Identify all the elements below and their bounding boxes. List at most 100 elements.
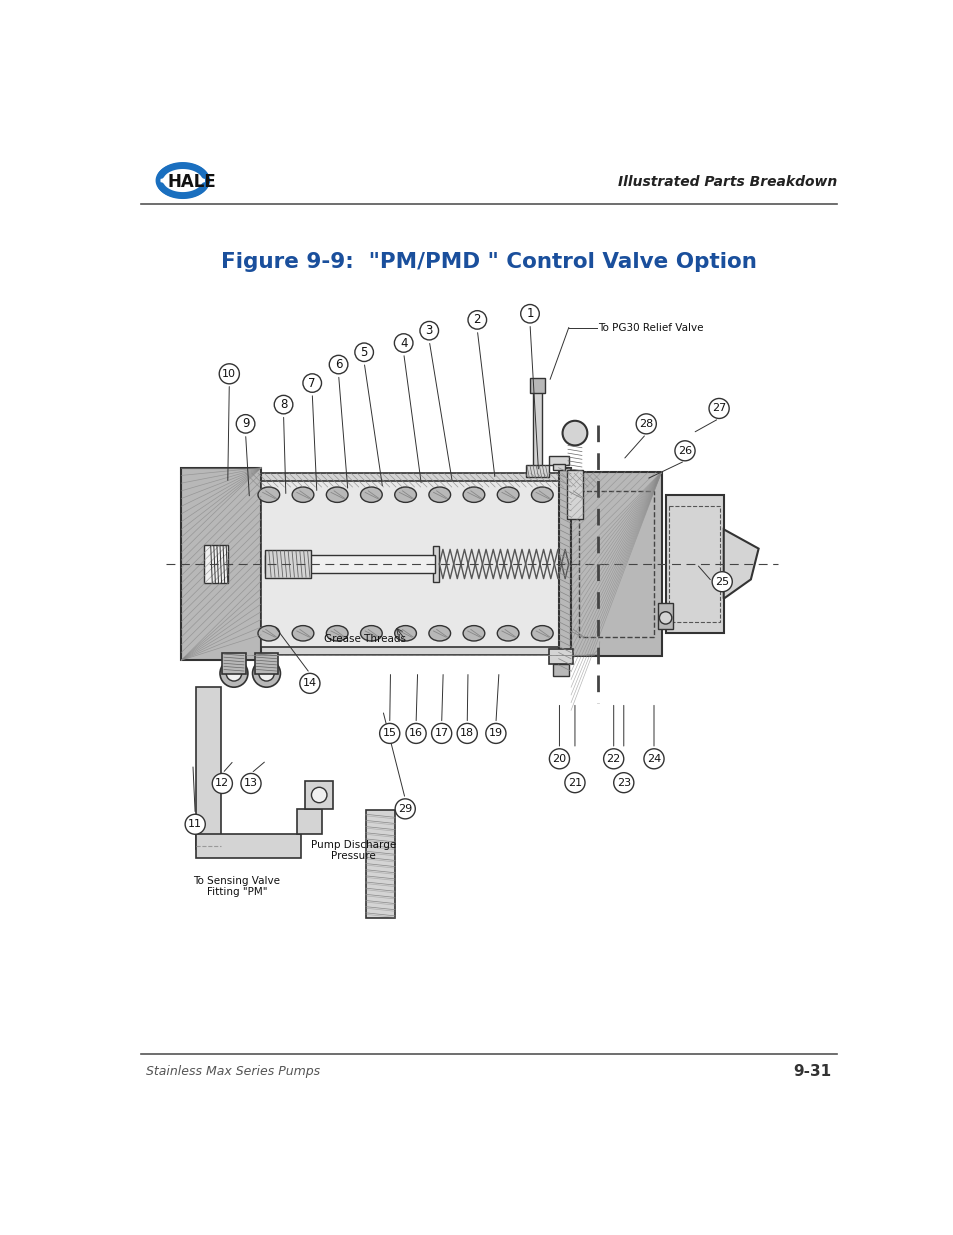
Ellipse shape	[565, 487, 587, 503]
Circle shape	[603, 748, 623, 769]
Text: 12: 12	[215, 778, 229, 788]
Text: 10: 10	[222, 369, 236, 379]
Text: 9-31: 9-31	[793, 1063, 831, 1079]
Bar	[553, 664, 568, 676]
Bar	[553, 464, 564, 471]
Text: 23: 23	[616, 778, 630, 788]
Circle shape	[549, 748, 569, 769]
Ellipse shape	[292, 487, 314, 503]
Circle shape	[394, 333, 413, 352]
Text: 24: 24	[646, 753, 660, 763]
Circle shape	[395, 799, 415, 819]
Ellipse shape	[429, 487, 450, 503]
Circle shape	[485, 724, 505, 743]
Text: Stainless Max Series Pumps: Stainless Max Series Pumps	[146, 1065, 320, 1078]
Text: 11: 11	[188, 819, 202, 829]
Circle shape	[274, 395, 293, 414]
Bar	[530, 378, 545, 393]
Text: 9: 9	[241, 417, 249, 430]
Bar	[195, 834, 300, 858]
Text: 5: 5	[360, 346, 368, 358]
Ellipse shape	[257, 626, 279, 641]
Text: 22: 22	[606, 753, 620, 763]
Ellipse shape	[326, 487, 348, 503]
Bar	[433, 546, 439, 583]
Circle shape	[226, 666, 241, 680]
Ellipse shape	[462, 487, 484, 503]
Bar	[549, 456, 568, 466]
Circle shape	[219, 364, 239, 384]
Bar	[365, 810, 395, 918]
Bar	[549, 648, 572, 664]
Ellipse shape	[531, 626, 553, 641]
Text: 1: 1	[526, 308, 533, 320]
Circle shape	[456, 724, 476, 743]
Circle shape	[659, 611, 671, 624]
Circle shape	[212, 773, 233, 793]
Circle shape	[708, 399, 728, 419]
Text: HALE: HALE	[168, 173, 216, 191]
Ellipse shape	[497, 626, 518, 641]
Bar	[669, 506, 720, 621]
Bar	[665, 495, 723, 634]
Bar	[567, 471, 582, 520]
Circle shape	[674, 441, 695, 461]
Circle shape	[303, 374, 321, 393]
Text: 25: 25	[715, 577, 728, 587]
Text: 14: 14	[302, 678, 316, 688]
Text: 17: 17	[435, 729, 448, 739]
Circle shape	[636, 414, 656, 433]
Circle shape	[253, 659, 280, 687]
Text: 4: 4	[399, 336, 407, 350]
Text: 29: 29	[397, 804, 412, 814]
Ellipse shape	[565, 626, 587, 641]
Text: 6: 6	[335, 358, 342, 370]
Bar	[245, 473, 599, 487]
Bar	[533, 379, 542, 473]
Ellipse shape	[360, 487, 382, 503]
Bar	[195, 687, 220, 848]
Ellipse shape	[531, 487, 553, 503]
Ellipse shape	[326, 626, 348, 641]
Circle shape	[258, 666, 274, 680]
Text: 19: 19	[488, 729, 502, 739]
Circle shape	[419, 321, 438, 340]
Circle shape	[468, 311, 486, 330]
Circle shape	[564, 773, 584, 793]
Text: 18: 18	[459, 729, 474, 739]
Text: Figure 9-9:  "PM/PMD " Control Valve Option: Figure 9-9: "PM/PMD " Control Valve Opti…	[221, 252, 756, 272]
Text: 2: 2	[473, 314, 480, 326]
Text: 27: 27	[711, 404, 725, 414]
Text: 15: 15	[382, 729, 396, 739]
Circle shape	[406, 724, 426, 743]
Text: 20: 20	[552, 753, 566, 763]
Ellipse shape	[395, 626, 416, 641]
Bar	[204, 545, 228, 583]
Circle shape	[711, 572, 732, 592]
Text: To Sensing Valve
Fitting "PM": To Sensing Valve Fitting "PM"	[193, 876, 280, 898]
Circle shape	[241, 773, 261, 793]
Text: 7: 7	[308, 377, 315, 389]
Text: Illustrated Parts Breakdown: Illustrated Parts Breakdown	[617, 175, 836, 189]
Circle shape	[311, 787, 327, 803]
Bar	[558, 468, 571, 661]
Ellipse shape	[292, 626, 314, 641]
Text: 13: 13	[244, 778, 257, 788]
Bar	[568, 546, 575, 583]
Circle shape	[643, 748, 663, 769]
Circle shape	[220, 659, 248, 687]
Ellipse shape	[497, 487, 518, 503]
Bar	[265, 550, 311, 578]
Bar	[525, 466, 549, 477]
Ellipse shape	[360, 626, 382, 641]
Bar	[245, 641, 599, 655]
Circle shape	[236, 415, 254, 433]
Text: 3: 3	[425, 325, 433, 337]
Bar	[261, 480, 599, 647]
Text: 16: 16	[409, 729, 422, 739]
Bar	[305, 782, 333, 809]
Text: 26: 26	[678, 446, 691, 456]
Circle shape	[299, 673, 319, 693]
Circle shape	[185, 814, 205, 835]
Bar	[578, 490, 654, 637]
